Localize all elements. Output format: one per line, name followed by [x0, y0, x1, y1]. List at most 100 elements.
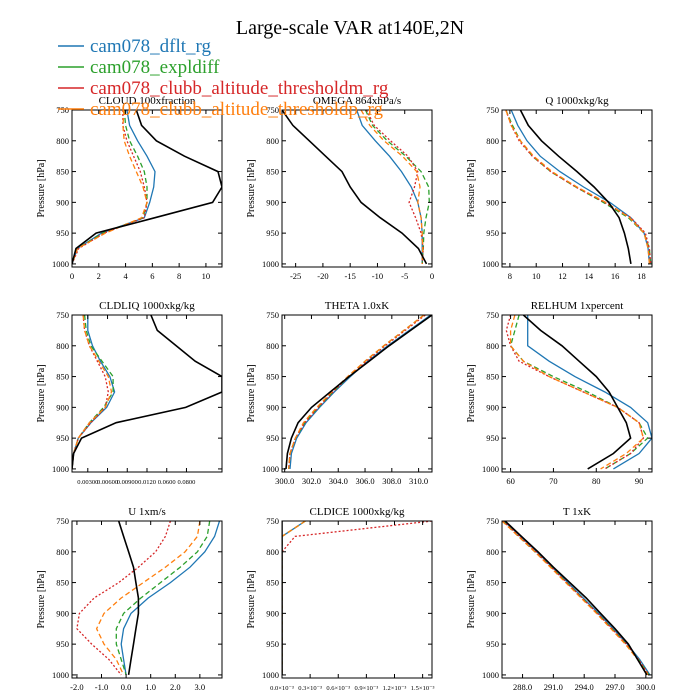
y-tick-label: 800 [56, 547, 69, 557]
y-tick-label: 750 [486, 105, 499, 115]
panel-6: RELHUM 1xpercent Pressure [hPa] 750 800 850 9… [466, 300, 653, 486]
y-tick-label: 900 [266, 608, 279, 618]
y-axis-label: Pressure [hPa] [36, 570, 47, 628]
series-line-cam078_expldiff [509, 315, 649, 470]
panel-frame [281, 314, 433, 473]
series-line-cam078_clubb_altitude_thresholdm_rg [505, 315, 645, 470]
panel-frame [281, 109, 433, 268]
series-line-black [72, 315, 222, 469]
y-tick-label: 900 [266, 402, 279, 412]
x-tick-label: 1.5×10⁻³ [411, 685, 435, 692]
series-line-cam078_clubb_altitude_thresholdm_rg [502, 521, 650, 676]
series-group [72, 110, 222, 265]
series-line-cam078_expldiff [115, 521, 211, 676]
y-tick-label: 850 [266, 578, 279, 588]
series-line-cam078_clubb_altitude_thresholdp_rg [505, 110, 651, 264]
series-line-black [285, 315, 432, 469]
panel-frame [71, 520, 223, 679]
panel-5: THETA 1.0xK Pressure [hPa] 750 800 850 900 950… [246, 300, 433, 486]
x-tick-label: 300.0 [275, 476, 294, 486]
series-group [505, 110, 652, 265]
y-tick-label: 750 [56, 516, 69, 526]
y-tick-label: 950 [266, 433, 279, 443]
y-axis-label: Pressure [hPa] [466, 159, 477, 217]
y-tick-label: 900 [486, 402, 499, 412]
y-axis-label: Pressure [hPa] [246, 159, 257, 217]
series-line-cam078_expldiff [72, 110, 148, 265]
panel-title: CLDLIQ 1000xkg/kg [99, 300, 195, 312]
x-tick-label: 0.6×10⁻³ [326, 685, 350, 692]
x-tick-label: -25 [290, 271, 301, 281]
x-tick-label: 0.0800 [178, 479, 196, 486]
x-tick-label: 18 [637, 271, 646, 281]
series-line-cam078_clubb_altitude_thresholdp_rg [72, 110, 148, 265]
y-tick-label: 950 [266, 228, 279, 238]
x-tick-label: 308.0 [382, 476, 401, 486]
y-axis-label: Pressure [hPa] [246, 364, 257, 422]
panel-title: U 1xm/s [128, 506, 166, 518]
x-tick-label: 0 [70, 271, 74, 281]
y-tick-label: 900 [486, 608, 499, 618]
x-tick-label: 0.00300 [77, 479, 98, 486]
figure-title: Large-scale VAR at140E,2N [236, 17, 464, 39]
y-tick-label: 900 [56, 608, 69, 618]
series-line-cam078_dflt_rg [527, 315, 652, 470]
panel-frame [71, 109, 223, 268]
series-group [505, 315, 652, 470]
x-tick-label: 0.00900 [117, 479, 138, 486]
y-tick-label: 1000 [262, 464, 279, 474]
y-tick-label: 850 [486, 167, 499, 177]
x-tick-label: 10 [532, 271, 541, 281]
series-line-cam078_expldiff [364, 110, 430, 264]
x-tick-label: 294.0 [575, 682, 594, 692]
x-tick-label: 2.0 [170, 682, 181, 692]
x-tick-label: 306.0 [355, 476, 374, 486]
panel-1: CLOUD 100xfraction Pressure [hPa] 750 800 85… [36, 95, 223, 281]
panel-title: RELHUM 1xpercent [531, 300, 624, 312]
y-tick-label: 900 [486, 197, 499, 207]
y-tick-label: 950 [486, 639, 499, 649]
x-tick-label: 14 [585, 271, 594, 281]
y-tick-label: 750 [266, 310, 279, 320]
x-tick-label: 288.0 [513, 682, 532, 692]
y-tick-label: 800 [486, 136, 499, 146]
panel-9: T 1xK Pressure [hPa] 750 800 850 900 950 1000 28… [466, 506, 655, 692]
y-tick-label: 800 [266, 341, 279, 351]
y-tick-label: 1000 [482, 464, 499, 474]
series-line-black [522, 315, 632, 470]
series-line-black [504, 521, 648, 676]
x-tick-label: 291.0 [544, 682, 563, 692]
x-tick-label: 0.0600 [158, 479, 176, 486]
series-line-cam078_clubb_altitude_thresholdm_rg [365, 110, 424, 264]
panel-title: Q 1000xkg/kg [545, 95, 609, 107]
y-tick-label: 1000 [262, 259, 279, 269]
x-tick-label: 0.0120 [138, 479, 156, 486]
y-tick-label: 750 [486, 310, 499, 320]
x-tick-label: 0.9×10⁻³ [355, 685, 379, 692]
x-tick-label: 6 [150, 271, 154, 281]
x-tick-label: 0.0 [121, 682, 132, 692]
x-tick-label: -2.0 [70, 682, 83, 692]
y-tick-label: 750 [266, 516, 279, 526]
y-tick-label: 800 [266, 136, 279, 146]
y-tick-label: 800 [486, 341, 499, 351]
panel-title: CLDICE 1000xkg/kg [309, 506, 405, 518]
x-tick-label: 12 [558, 271, 567, 281]
y-axis-label: Pressure [hPa] [36, 364, 47, 422]
y-tick-label: 900 [56, 402, 69, 412]
y-axis-label: Pressure [hPa] [246, 570, 257, 628]
y-tick-label: 1000 [52, 259, 69, 269]
x-tick-label: -15 [345, 271, 356, 281]
panel-frame [501, 109, 653, 268]
y-tick-label: 1000 [52, 670, 69, 680]
panel-7: U 1xm/s Pressure [hPa] 750 800 850 900 950 1000… [36, 506, 223, 692]
series-line-black [519, 110, 632, 265]
x-tick-label: 4 [123, 271, 128, 281]
series-line-cam078_clubb_altitude_thresholdp_rg [360, 110, 424, 264]
x-tick-label: -5 [401, 271, 408, 281]
x-tick-label: 8 [177, 271, 181, 281]
y-tick-label: 850 [266, 372, 279, 382]
y-tick-label: 850 [56, 167, 69, 177]
panel-3: Q 1000xkg/kg Pressure [hPa] 750 800 850 900 95… [466, 95, 653, 281]
